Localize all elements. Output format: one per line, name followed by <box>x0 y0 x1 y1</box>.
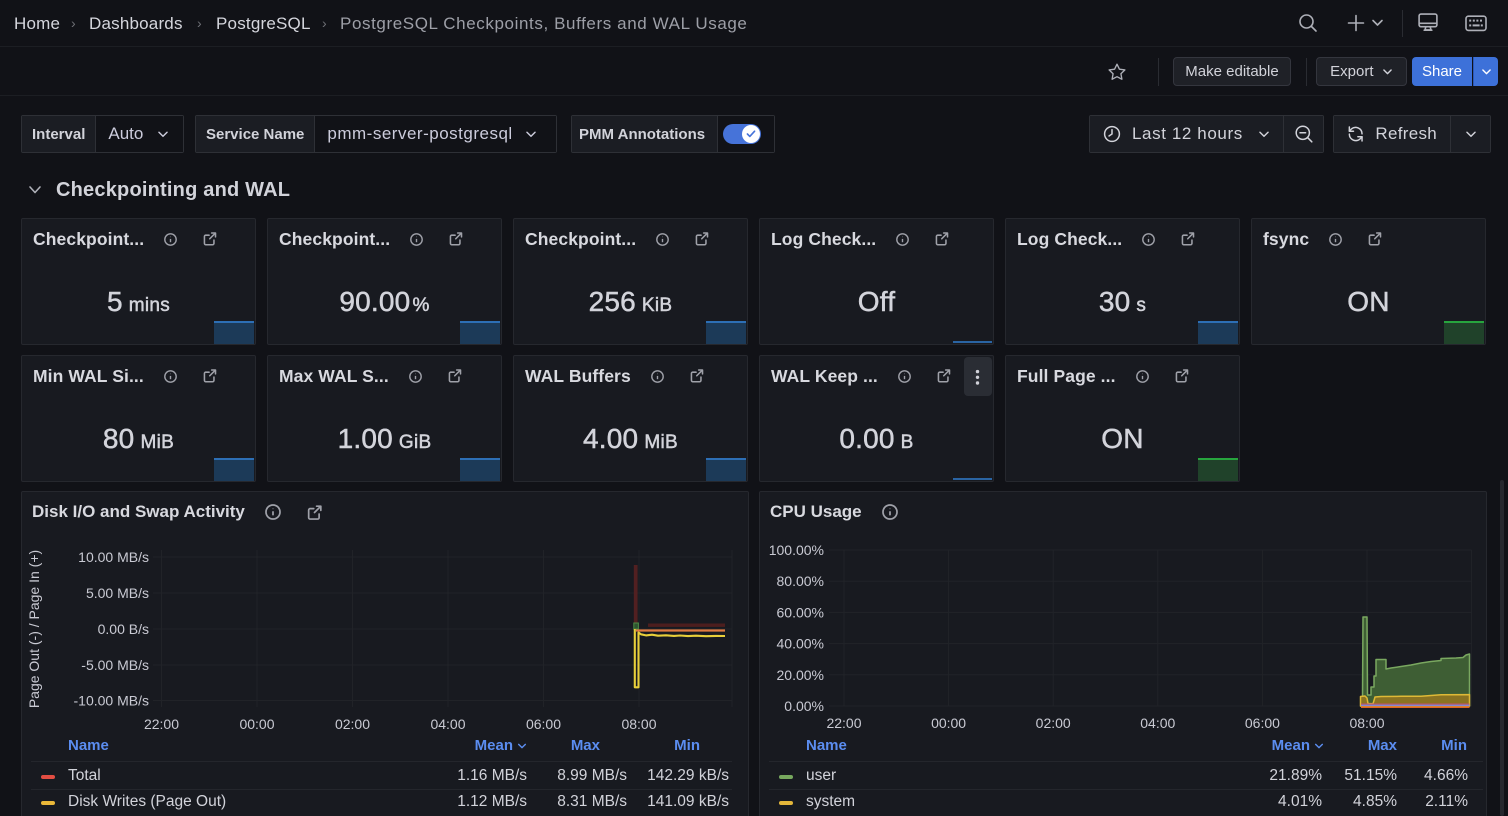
svg-text:60.00%: 60.00% <box>777 604 824 620</box>
svg-text:00:00: 00:00 <box>931 715 966 731</box>
svg-text:02:00: 02:00 <box>335 716 370 732</box>
svg-text:5.00 MB/s: 5.00 MB/s <box>86 585 149 601</box>
svg-text:0.00%: 0.00% <box>784 698 824 714</box>
svg-text:08:00: 08:00 <box>1349 715 1384 731</box>
svg-text:08:00: 08:00 <box>621 716 656 732</box>
svg-text:Page Out (-) / Page In (+): Page Out (-) / Page In (+) <box>26 550 42 708</box>
svg-text:06:00: 06:00 <box>526 716 561 732</box>
svg-text:-5.00 MB/s: -5.00 MB/s <box>81 657 149 673</box>
svg-text:-10.00 MB/s: -10.00 MB/s <box>74 693 149 709</box>
svg-text:20.00%: 20.00% <box>777 667 824 683</box>
svg-text:80.00%: 80.00% <box>777 573 824 589</box>
svg-text:06:00: 06:00 <box>1245 715 1280 731</box>
svg-text:22:00: 22:00 <box>826 715 861 731</box>
svg-text:100.00%: 100.00% <box>769 542 824 558</box>
svg-text:0.00 B/s: 0.00 B/s <box>98 621 149 637</box>
svg-text:02:00: 02:00 <box>1036 715 1071 731</box>
svg-text:40.00%: 40.00% <box>777 636 824 652</box>
svg-text:10.00 MB/s: 10.00 MB/s <box>78 549 149 565</box>
svg-text:00:00: 00:00 <box>239 716 274 732</box>
svg-text:04:00: 04:00 <box>1140 715 1175 731</box>
svg-text:22:00: 22:00 <box>144 716 179 732</box>
svg-text:04:00: 04:00 <box>430 716 465 732</box>
